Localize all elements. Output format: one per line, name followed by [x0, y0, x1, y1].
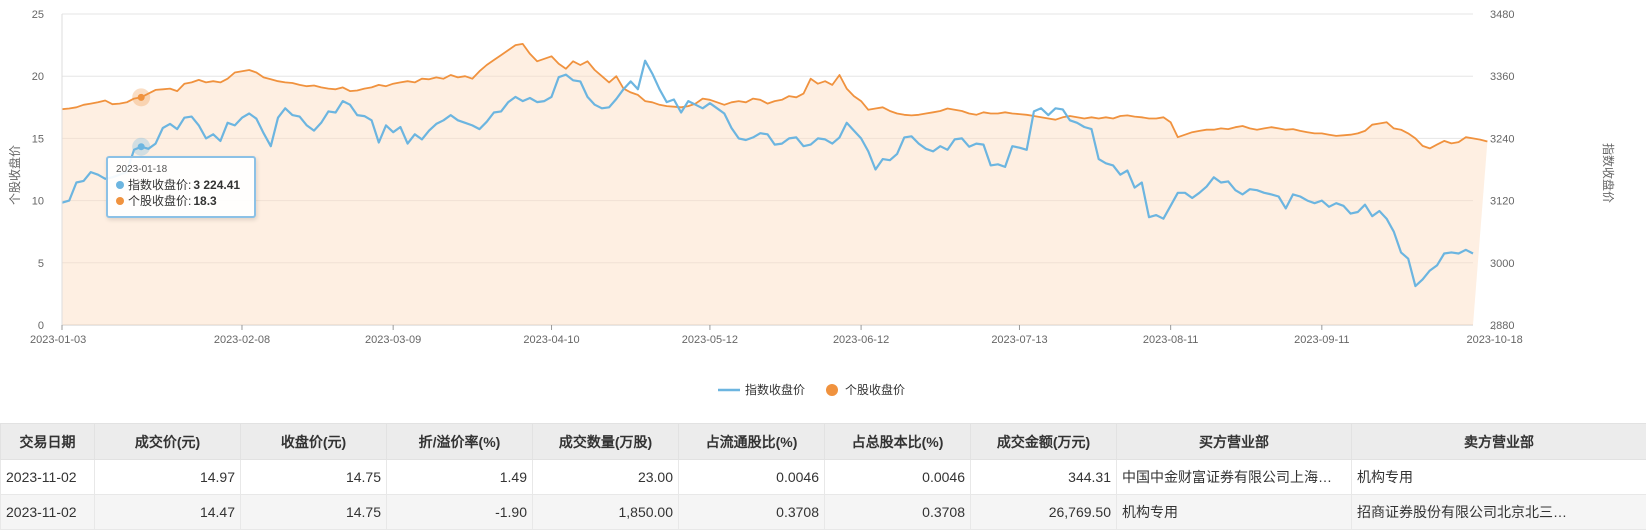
cell-float-ratio: 0.3708: [679, 495, 825, 530]
header-seller[interactable]: 卖方营业部: [1352, 424, 1646, 460]
legend-label-index: 指数收盘价: [745, 382, 805, 397]
tooltip-index-row: 指数收盘价: 3 224.41: [116, 177, 246, 193]
stock-area-layer: [62, 44, 1487, 325]
cell-float-ratio: 0.0046: [679, 460, 825, 495]
tooltip-stock-dot: [116, 197, 124, 205]
y-left-tick-label: 0: [38, 320, 44, 332]
cell-total-ratio: 0.0046: [825, 460, 971, 495]
y-left-tick-label: 20: [32, 71, 44, 83]
y-right-tick-label: 2880: [1490, 320, 1514, 332]
tooltip-index-dot: [116, 181, 124, 189]
cell-close-price: 14.75: [241, 495, 387, 530]
header-trade-price[interactable]: 成交价(元): [95, 424, 241, 460]
x-tick-label: 2023-06-12: [833, 334, 889, 346]
hover-point-index: [138, 143, 145, 150]
y-right-tick-label: 3120: [1490, 196, 1514, 208]
header-close-price[interactable]: 收盘价(元): [241, 424, 387, 460]
y-right-tick-label: 3360: [1490, 71, 1514, 83]
cell-buyer[interactable]: 中国中金财富证券有限公司上海…: [1117, 460, 1352, 495]
cell-seller[interactable]: 机构专用: [1352, 460, 1646, 495]
cell-buyer[interactable]: 机构专用: [1117, 495, 1352, 530]
hover-point-stock: [138, 94, 145, 101]
y-right-tick-label: 3240: [1490, 133, 1514, 145]
cell-volume: 1,850.00: [533, 495, 679, 530]
cell-seller[interactable]: 招商证券股份有限公司北京北三…: [1352, 495, 1646, 530]
tooltip-stock-value: 18.3: [193, 193, 216, 209]
y-left-tick-label: 25: [32, 9, 44, 21]
tooltip-index-label: 指数收盘价:: [128, 177, 191, 193]
y-axis-left: 0 5 10 15 20 25: [32, 9, 44, 332]
legend-item-index[interactable]: 指数收盘价: [718, 382, 805, 397]
x-tick-label: 2023-09-11: [1294, 334, 1349, 346]
x-tick-label: 2023-02-08: [214, 334, 270, 346]
y-axis-right: 2880 3000 3120 3240 3360 3480: [1490, 9, 1514, 332]
header-buyer[interactable]: 买方营业部: [1117, 424, 1352, 460]
cell-trade-date: 2023-11-02: [1, 460, 95, 495]
x-tick-label: 2023-04-10: [523, 334, 579, 346]
legend-swatch-stock: [826, 384, 838, 396]
header-trade-date[interactable]: 交易日期: [1, 424, 95, 460]
tooltip-date: 2023-01-18: [116, 164, 246, 175]
header-amount[interactable]: 成交金额(万元): [971, 424, 1117, 460]
x-tick-label: 2023-03-09: [365, 334, 421, 346]
y-left-tick-label: 10: [32, 196, 44, 208]
cell-amount: 344.31: [971, 460, 1117, 495]
cell-premium-rate: 1.49: [387, 460, 533, 495]
y-right-tick-label: 3000: [1490, 258, 1514, 270]
table-row: 2023-11-02 14.47 14.75 -1.90 1,850.00 0.…: [1, 495, 1646, 530]
y-left-tick-label: 15: [32, 133, 44, 145]
cell-premium-rate: -1.90: [387, 495, 533, 530]
header-float-ratio[interactable]: 占流通股比(%): [679, 424, 825, 460]
cell-total-ratio: 0.3708: [825, 495, 971, 530]
header-premium-rate[interactable]: 折/溢价率(%): [387, 424, 533, 460]
tooltip-stock-row: 个股收盘价: 18.3: [116, 193, 246, 209]
stock-area: [62, 44, 1487, 325]
y-axis-right-title: 指数收盘价: [1601, 143, 1616, 203]
y-right-tick-label: 3480: [1490, 9, 1514, 21]
x-tick-label: 2023-08-11: [1143, 334, 1198, 346]
table-row: 2023-11-02 14.97 14.75 1.49 23.00 0.0046…: [1, 460, 1646, 495]
chart-tooltip: 2023-01-18 指数收盘价: 3 224.41 个股收盘价: 18.3: [106, 156, 256, 218]
block-trade-table: 交易日期 成交价(元) 收盘价(元) 折/溢价率(%) 成交数量(万股) 占流通…: [0, 423, 1646, 530]
y-axis-left-title: 个股收盘价: [7, 145, 22, 205]
tooltip-index-value: 3 224.41: [193, 177, 240, 193]
x-tick-label: 2023-01-03: [30, 334, 86, 346]
price-chart: 0 5 10 15 20 25 2880 3000 3120 3240 3360 3480 2023…: [0, 0, 1646, 420]
cell-close-price: 14.75: [241, 460, 387, 495]
x-tick-label: 2023-10-18: [1466, 334, 1522, 346]
cell-volume: 23.00: [533, 460, 679, 495]
legend-item-stock[interactable]: 个股收盘价: [826, 382, 905, 397]
table-header-row: 交易日期 成交价(元) 收盘价(元) 折/溢价率(%) 成交数量(万股) 占流通…: [1, 424, 1646, 460]
cell-trade-price: 14.97: [95, 460, 241, 495]
cell-trade-price: 14.47: [95, 495, 241, 530]
tooltip-stock-label: 个股收盘价:: [128, 193, 191, 209]
header-total-ratio[interactable]: 占总股本比(%): [825, 424, 971, 460]
legend-label-stock: 个股收盘价: [845, 382, 905, 397]
x-tick-label: 2023-05-12: [682, 334, 738, 346]
legend: 指数收盘价 个股收盘价: [718, 382, 905, 397]
y-left-tick-label: 5: [38, 258, 44, 270]
cell-trade-date: 2023-11-02: [1, 495, 95, 530]
header-volume[interactable]: 成交数量(万股): [533, 424, 679, 460]
x-tick-label: 2023-07-13: [991, 334, 1047, 346]
cell-amount: 26,769.50: [971, 495, 1117, 530]
